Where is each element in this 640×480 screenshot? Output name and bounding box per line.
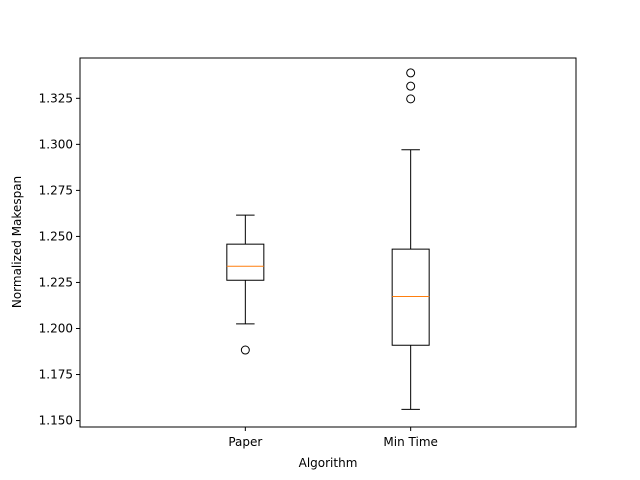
y-tick-label: 1.325 xyxy=(39,91,73,105)
box-group xyxy=(391,68,430,410)
x-axis-ticks: Paper Min Time xyxy=(228,427,438,449)
y-tick-label: 1.300 xyxy=(39,137,73,151)
outlier-point xyxy=(406,81,416,91)
x-axis-label: Algorithm xyxy=(299,456,358,470)
plot-marks xyxy=(226,68,430,410)
x-tick-label: Min Time xyxy=(383,435,437,449)
y-tick-label: 1.275 xyxy=(39,183,73,197)
y-tick-label: 1.175 xyxy=(39,368,73,382)
outlier-point xyxy=(406,94,416,104)
box-group xyxy=(226,214,265,355)
y-axis-ticks: 1.150 1.175 1.200 1.225 1.250 1.275 1.300 1.325 xyxy=(39,91,80,428)
x-tick-label: Paper xyxy=(228,435,262,449)
outlier-point xyxy=(240,345,250,355)
iqr-box xyxy=(226,243,265,281)
y-tick-label: 1.225 xyxy=(39,275,73,289)
outlier-point xyxy=(406,68,416,78)
y-tick-label: 1.200 xyxy=(39,321,73,335)
axes-frame xyxy=(79,57,577,428)
y-tick-label: 1.250 xyxy=(39,229,73,243)
y-tick-label: 1.150 xyxy=(39,414,73,428)
iqr-box xyxy=(391,248,430,346)
y-axis-label: Normalized Makespan xyxy=(10,176,24,308)
